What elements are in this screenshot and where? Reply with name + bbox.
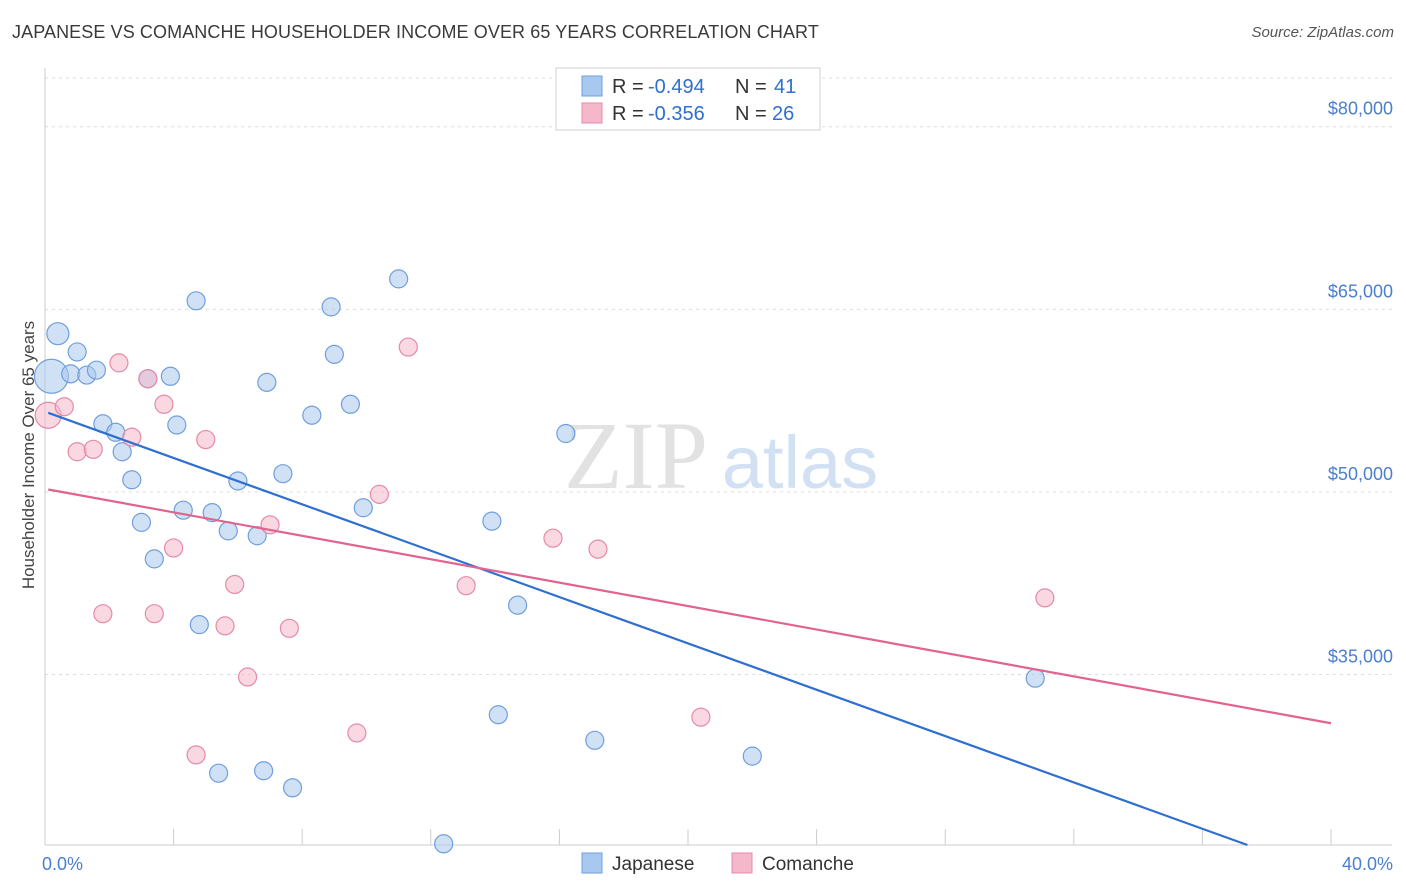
legend-n-label-comanche: N = xyxy=(735,103,767,125)
japanese-point xyxy=(144,549,164,569)
y-tick-label: $65,000 xyxy=(1328,281,1393,301)
comanche-point xyxy=(456,576,476,596)
japanese-point xyxy=(218,521,238,541)
y-tick-labels: $80,000 $65,000 $50,000 $35,000 xyxy=(1328,99,1393,667)
legend-swatch-japanese xyxy=(581,75,603,97)
japanese-point xyxy=(282,778,303,798)
japanese-point xyxy=(167,415,187,435)
japanese-point xyxy=(122,470,142,490)
comanche-point xyxy=(67,442,87,462)
x-tick-label-end: 40.0% xyxy=(1342,854,1393,874)
legend-n-value-comanche: 26 xyxy=(772,103,794,125)
x-tick-labels: 0.0% 40.0% xyxy=(42,854,1393,874)
japanese-point xyxy=(86,360,107,380)
comanche-trend-line xyxy=(48,488,1332,725)
x-tick-label-start: 0.0% xyxy=(42,854,83,874)
y-tick-label: $80,000 xyxy=(1328,99,1393,119)
legend-swatch-comanche xyxy=(581,102,603,124)
japanese-point xyxy=(302,405,322,425)
comanche-points xyxy=(34,337,1055,765)
legend-r-value-comanche: -0.356 xyxy=(648,103,705,125)
japanese-point xyxy=(742,746,762,766)
japanese-point xyxy=(324,344,344,364)
comanche-point xyxy=(109,353,129,373)
japanese-point xyxy=(112,442,132,462)
japanese-point xyxy=(482,511,502,531)
japanese-trend-line xyxy=(47,411,1248,847)
comanche-point xyxy=(1035,588,1055,608)
comanche-point xyxy=(144,604,164,624)
comanche-point xyxy=(186,745,206,765)
japanese-point xyxy=(160,366,180,386)
japanese-point xyxy=(257,372,277,392)
source-label: Source: ZipAtlas.com xyxy=(1251,24,1394,41)
y-axis-label: Householder Income Over 65 years xyxy=(19,321,38,589)
comanche-point xyxy=(196,429,216,450)
japanese-point xyxy=(173,500,193,520)
japanese-point xyxy=(131,512,152,532)
japanese-point xyxy=(46,322,70,346)
comanche-point xyxy=(347,723,367,743)
axes xyxy=(44,68,1392,846)
comanche-point xyxy=(93,604,113,624)
comanche-point xyxy=(588,539,608,559)
bottom-legend-label-comanche: Comanche xyxy=(762,854,854,875)
japanese-point xyxy=(556,423,576,444)
legend-r-value-japanese: -0.494 xyxy=(648,76,705,98)
japanese-point xyxy=(508,595,528,615)
comanche-point xyxy=(138,369,158,389)
legend-n-label-japanese: N = xyxy=(735,76,767,98)
comanche-point xyxy=(398,337,418,357)
bottom-legend-label-japanese: Japanese xyxy=(612,854,694,875)
watermark-zip: ZIP xyxy=(564,402,708,509)
japanese-point xyxy=(353,498,373,518)
comanche-point xyxy=(83,439,103,459)
comanche-point xyxy=(164,538,184,558)
japanese-point xyxy=(61,364,81,384)
grid-lines xyxy=(45,77,1392,676)
bottom-legend-swatch-japanese xyxy=(581,852,603,874)
comanche-point xyxy=(215,616,235,636)
bottom-legend-swatch-comanche xyxy=(731,852,753,874)
japanese-point xyxy=(1025,668,1045,688)
japanese-point xyxy=(67,342,87,362)
japanese-point xyxy=(389,269,409,289)
legend-r-label-comanche: R = xyxy=(612,103,644,125)
trend-lines xyxy=(47,411,1332,847)
chart-title: JAPANESE VS COMANCHE HOUSEHOLDER INCOME … xyxy=(12,22,819,42)
y-tick-label: $50,000 xyxy=(1328,464,1393,484)
comanche-point xyxy=(691,707,711,727)
comanche-point xyxy=(369,484,389,504)
japanese-point xyxy=(321,297,341,317)
watermark-atlas: atlas xyxy=(722,421,878,504)
japanese-point xyxy=(202,503,222,523)
japanese-point xyxy=(254,761,274,781)
comanche-point xyxy=(279,618,299,638)
legend-r-label-japanese: R = xyxy=(612,76,644,98)
japanese-point xyxy=(209,763,229,783)
comanche-point xyxy=(154,394,174,414)
japanese-point xyxy=(585,730,605,750)
japanese-points xyxy=(33,269,1045,854)
series-legend: Japanese Comanche xyxy=(581,852,854,875)
japanese-point xyxy=(488,705,508,725)
legend-n-value-japanese: 41 xyxy=(774,76,796,98)
japanese-point xyxy=(186,291,206,311)
japanese-point xyxy=(434,834,454,854)
japanese-point xyxy=(189,615,209,635)
comanche-point xyxy=(543,528,563,548)
y-tick-label: $35,000 xyxy=(1328,647,1393,667)
japanese-point xyxy=(273,464,293,484)
comanche-point xyxy=(225,574,245,595)
correlation-legend: R = -0.494 N = 41 R = -0.356 N = 26 xyxy=(555,67,821,131)
comanche-point xyxy=(54,397,74,417)
comanche-point xyxy=(237,667,258,687)
japanese-point xyxy=(340,394,361,414)
